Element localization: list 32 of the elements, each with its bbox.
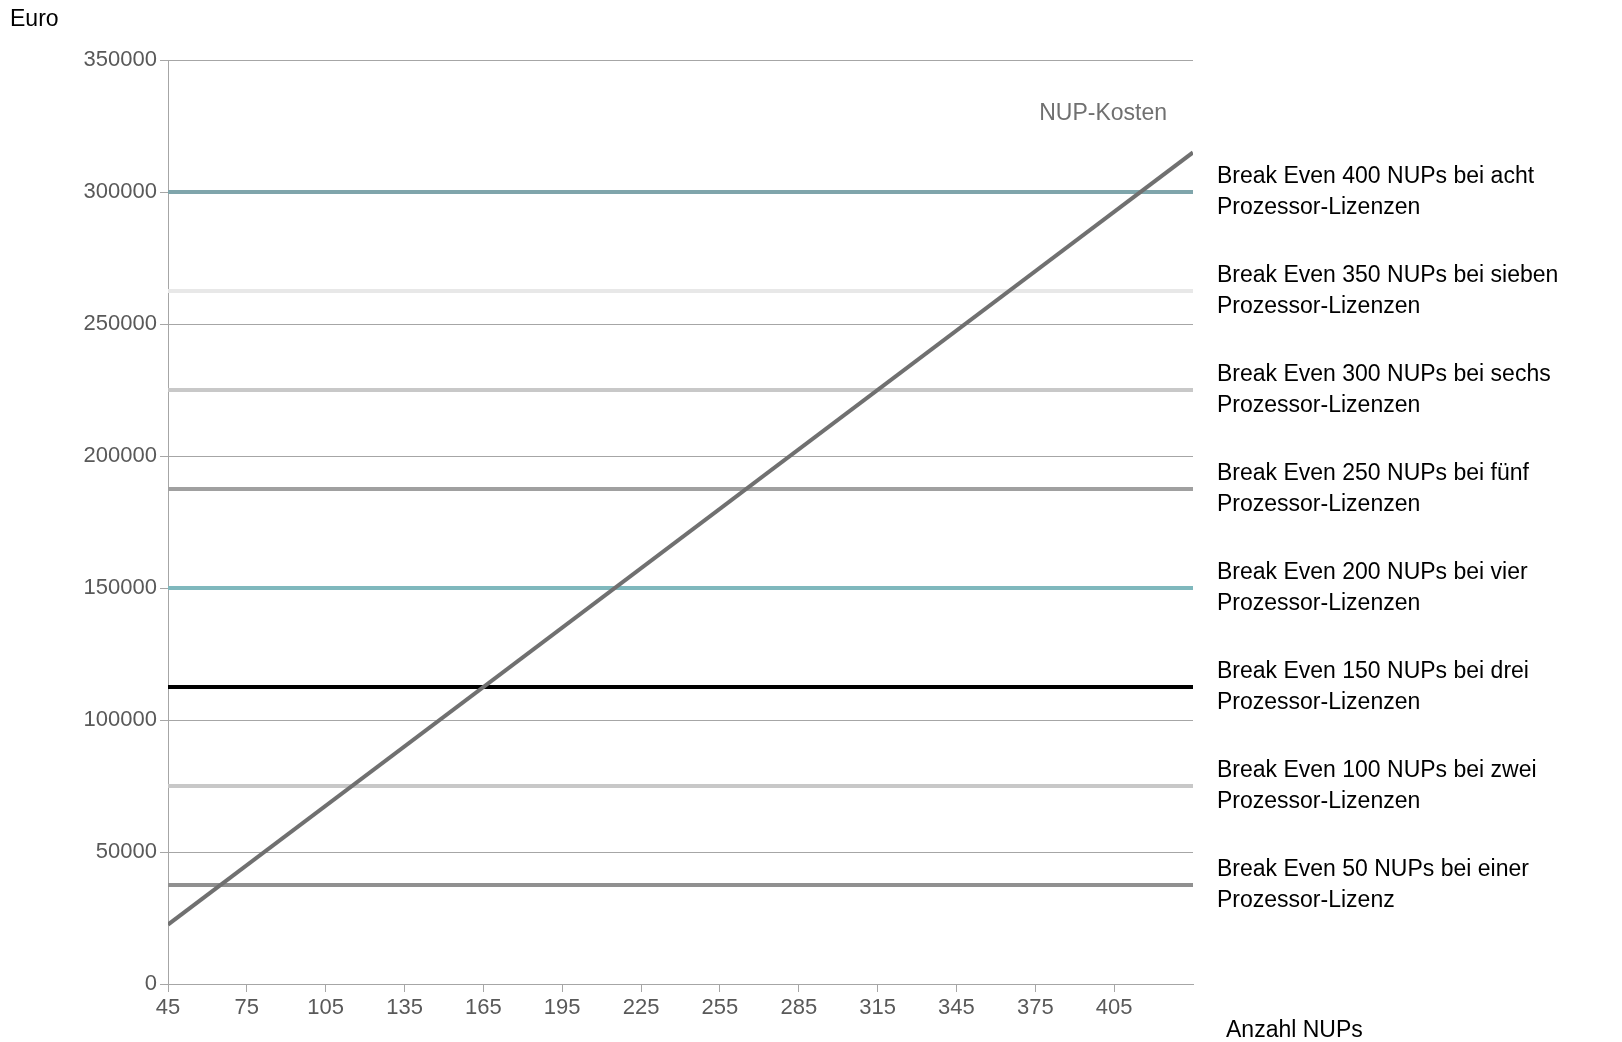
ref-line-label: Break Even 350 NUPs bei sieben Prozessor-Lizenzen xyxy=(1217,260,1559,318)
x-tick-label: 195 xyxy=(543,994,581,1020)
y-tick-label: 300000 xyxy=(83,178,157,204)
x-axis-title: Anzahl NUPs xyxy=(1226,1015,1363,1042)
x-tick-label: 405 xyxy=(1095,994,1133,1020)
y-tick-label: 50000 xyxy=(95,838,157,864)
ref-line-label: Break Even 250 NUPs bei fünf Prozessor-Lizenzen xyxy=(1217,458,1530,516)
y-tick-label: 100000 xyxy=(83,706,157,732)
ref-line-label: Break Even 200 NUPs bei vier Prozessor-Lizenzen xyxy=(1217,557,1528,615)
y-axis-title: Euro xyxy=(10,5,59,31)
y-tick-label: 150000 xyxy=(83,574,157,600)
y-tick-label: 250000 xyxy=(83,310,157,336)
x-tick-label: 75 xyxy=(234,994,260,1020)
x-tick-label: 315 xyxy=(859,994,896,1020)
ref-line-label: Break Even 150 NUPs bei drei Prozessor-Lizenzen xyxy=(1217,656,1529,714)
series-label: NUP-Kosten xyxy=(1039,99,1167,126)
y-tick-label: 350000 xyxy=(83,46,157,72)
ref-line-label: Break Even 300 NUPs bei sechs Prozessor-Lizenzen xyxy=(1217,359,1551,417)
ref-line-label: Break Even 400 NUPs bei acht Prozessor-Lizenzen xyxy=(1217,161,1535,219)
x-tick-label: 135 xyxy=(386,994,423,1020)
y-tick-label: 0 xyxy=(144,970,157,996)
x-tick-label: 45 xyxy=(155,994,181,1020)
ref-line-label: Break Even 50 NUPs bei einer Prozessor-Lizenz xyxy=(1217,854,1530,912)
x-tick-label: 345 xyxy=(938,994,975,1020)
x-tick-label: 105 xyxy=(307,994,345,1020)
x-tick-label: 255 xyxy=(701,994,739,1020)
ref-line-label: Break Even 100 NUPs bei zwei Prozessor-Lizenzen xyxy=(1217,755,1537,813)
x-tick-label: 375 xyxy=(1016,994,1054,1020)
y-tick-label: 200000 xyxy=(83,442,157,468)
x-tick-label: 165 xyxy=(465,994,502,1020)
x-tick-label: 285 xyxy=(780,994,818,1020)
x-tick-label: 225 xyxy=(622,994,660,1020)
